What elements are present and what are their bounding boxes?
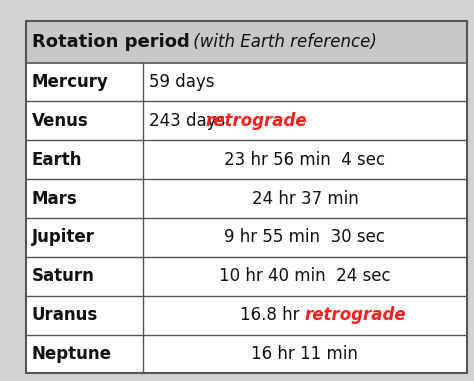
Text: 10 hr 40 min  24 sec: 10 hr 40 min 24 sec bbox=[219, 267, 391, 285]
Bar bbox=[26, 62, 467, 101]
Bar bbox=[26, 101, 467, 140]
Text: 23 hr 56 min  4 sec: 23 hr 56 min 4 sec bbox=[224, 150, 385, 169]
Text: Mars: Mars bbox=[32, 189, 78, 208]
Text: Uranus: Uranus bbox=[32, 306, 98, 324]
Text: 16.8 hr: 16.8 hr bbox=[240, 306, 305, 324]
Text: Earth: Earth bbox=[32, 150, 82, 169]
Bar bbox=[26, 140, 467, 179]
Bar bbox=[26, 179, 467, 218]
Bar bbox=[26, 335, 467, 373]
Text: 16 hr 11 min: 16 hr 11 min bbox=[251, 345, 358, 363]
Text: 243 days: 243 days bbox=[148, 112, 230, 130]
Text: Mercury: Mercury bbox=[32, 73, 109, 91]
Text: Jupiter: Jupiter bbox=[32, 228, 95, 247]
Bar bbox=[26, 257, 467, 296]
Text: retrograde: retrograde bbox=[305, 306, 407, 324]
Text: 59 days: 59 days bbox=[148, 73, 214, 91]
Text: retrograde: retrograde bbox=[205, 112, 307, 130]
Text: Venus: Venus bbox=[32, 112, 89, 130]
Text: Saturn: Saturn bbox=[32, 267, 95, 285]
Bar bbox=[26, 296, 467, 335]
Text: Rotation period: Rotation period bbox=[32, 33, 190, 51]
Bar bbox=[26, 21, 467, 62]
Text: Neptune: Neptune bbox=[32, 345, 112, 363]
Bar bbox=[26, 218, 467, 257]
Text: (with Earth reference): (with Earth reference) bbox=[188, 33, 377, 51]
Text: 24 hr 37 min: 24 hr 37 min bbox=[252, 189, 358, 208]
Text: 9 hr 55 min  30 sec: 9 hr 55 min 30 sec bbox=[224, 228, 385, 247]
